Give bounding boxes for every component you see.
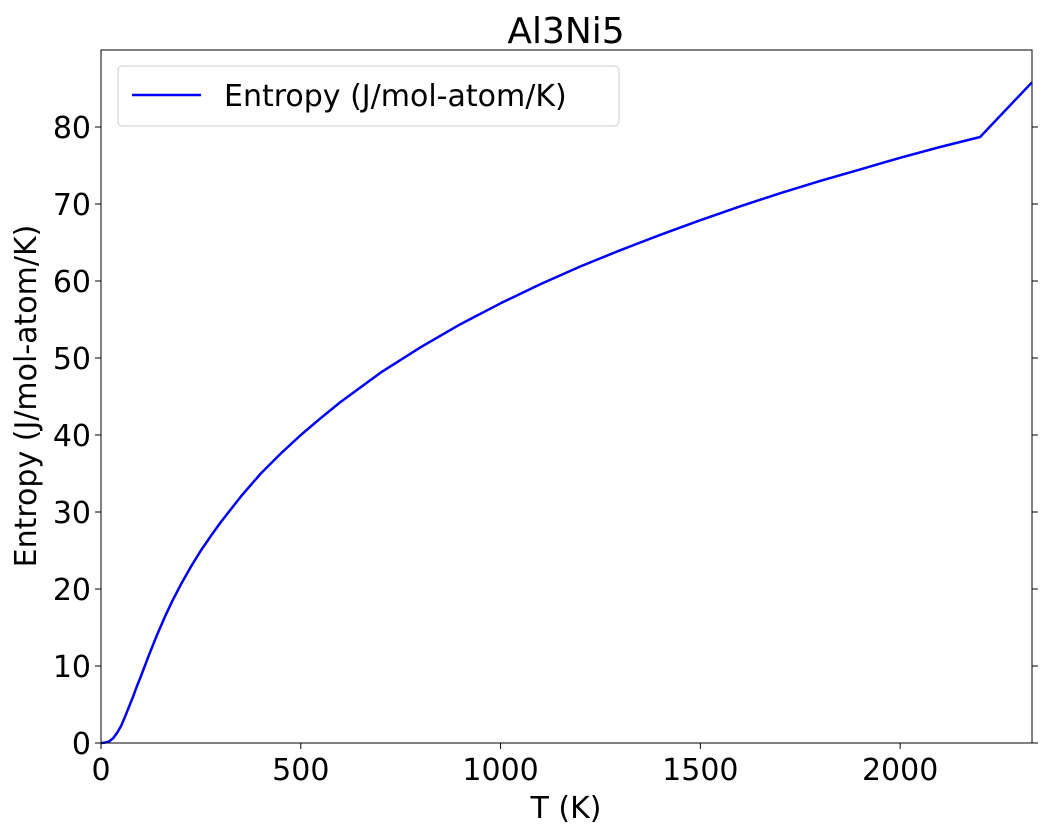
x-tick-label: 500 [272, 753, 329, 788]
y-tick-label: 60 [53, 265, 91, 300]
y-tick-label: 40 [53, 419, 91, 454]
y-tick-label: 80 [53, 111, 91, 146]
y-tick-label: 50 [53, 342, 91, 377]
y-tick-label: 10 [53, 650, 91, 685]
y-tick-label: 20 [53, 573, 91, 608]
y-axis-ticks: 0 10 20 30 40 50 60 70 80 [53, 111, 1038, 762]
y-axis-label: Entropy (J/mol-atom/K) [9, 225, 44, 568]
x-axis-ticks: 0 500 1000 1500 2000 [91, 743, 938, 788]
series-layer [100, 81, 1033, 745]
y-tick-label: 0 [72, 727, 91, 762]
legend: Entropy (J/mol-atom/K) [117, 65, 620, 127]
legend-box [117, 65, 620, 127]
x-tick-label: 1000 [462, 753, 538, 788]
y-tick-label: 30 [53, 496, 91, 531]
x-tick-label: 1500 [662, 753, 738, 788]
x-tick-label: 0 [91, 753, 110, 788]
x-axis-label: T (K) [530, 791, 602, 826]
chart-title: Al3Ni5 [507, 11, 624, 52]
y-tick-label: 70 [53, 188, 91, 223]
series-line-0 [100, 81, 1033, 745]
plot-frame [100, 49, 1033, 744]
plot-area [101, 50, 1032, 743]
legend-label: Entropy (J/mol-atom/K) [224, 79, 567, 114]
x-tick-label: 2000 [862, 753, 938, 788]
